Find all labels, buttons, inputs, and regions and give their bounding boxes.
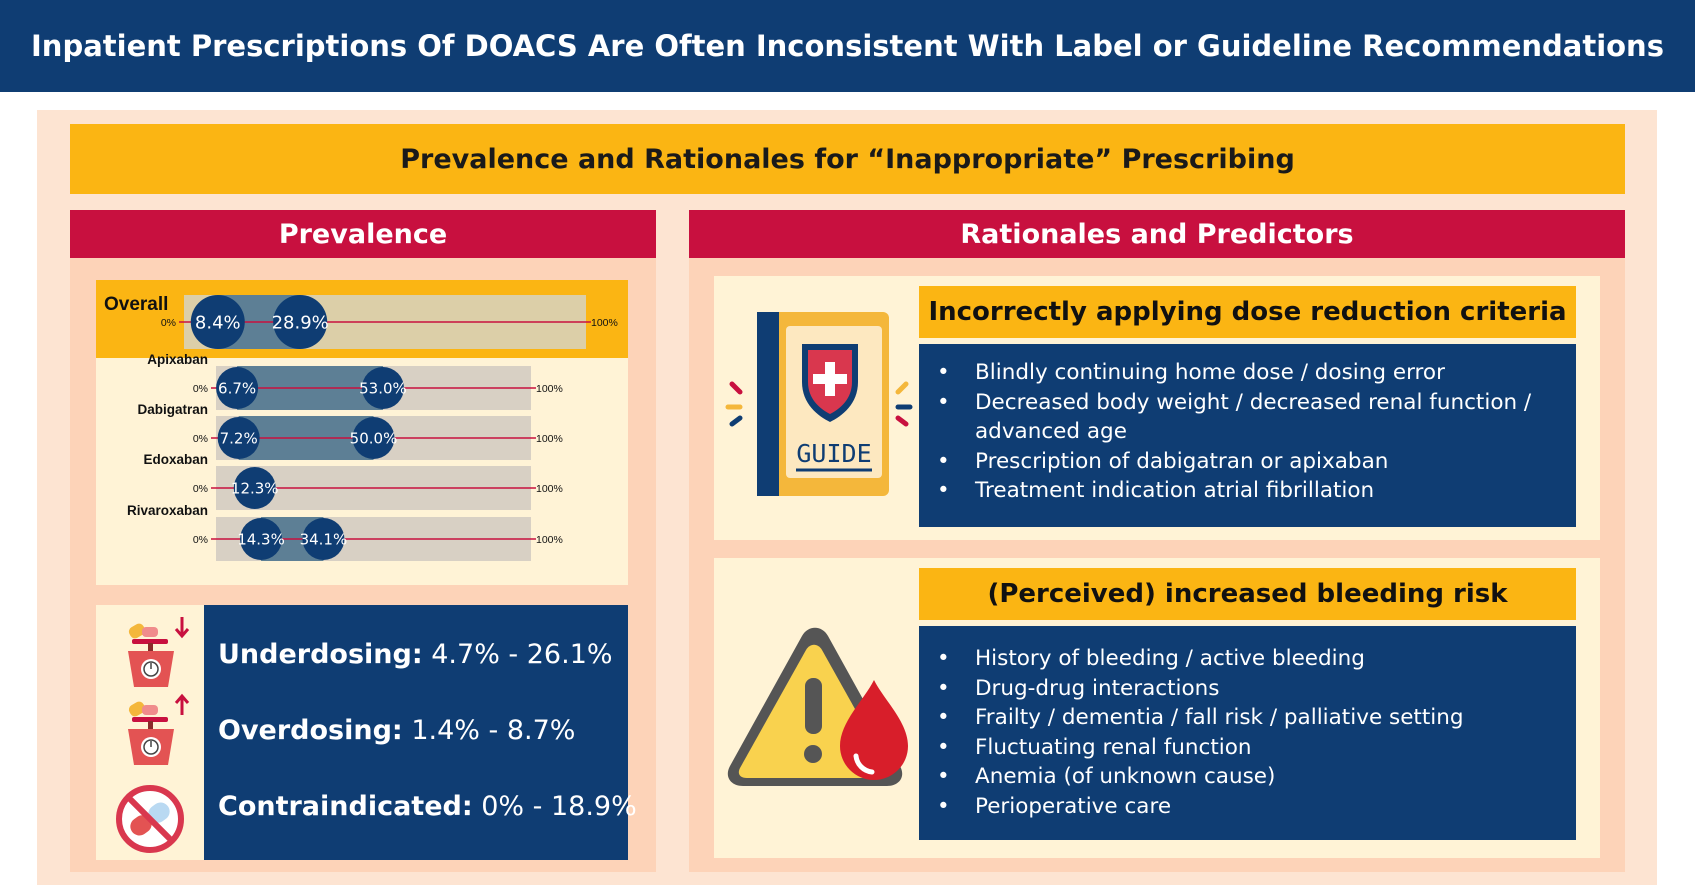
contraindicated-value: 0% - 18.9% [481,791,637,822]
list-item: Perioperative care [937,792,1556,822]
underdosing-line: Underdosing: 4.7% - 26.1% [218,639,613,670]
contraindicated-line: Contraindicated: 0% - 18.9% [218,791,637,822]
bleeding-risk-list: History of bleeding / active bleeding Dr… [919,626,1576,840]
list-item: History of bleeding / active bleeding [937,644,1556,674]
dose-reduction-title: Incorrectly applying dose reduction crit… [919,286,1576,338]
marker-low-label-overall: 8.4% [195,312,241,333]
prevalence-heading: Prevalence [70,210,656,258]
dosing-text-box: Underdosing: 4.7% - 26.1% Overdosing: 1.… [204,605,637,860]
no-pill-icon [116,785,184,853]
axis-max-label-dabigatran: 100% [536,433,563,445]
marker-low-label-apixaban: 6.7% [218,379,256,397]
dose-reduction-title-text: Incorrectly applying dose reduction crit… [928,297,1567,327]
series-label-edoxaban: Edoxaban [143,452,208,467]
marker-high-overall [273,295,328,349]
axis-max-label-apixaban: 100% [536,383,563,395]
axis-max-label-edoxaban: 100% [536,483,563,495]
page-title-banner: Inpatient Prescriptions Of DOACS Are Oft… [0,0,1695,92]
scale-up-icon [128,693,190,765]
list-item: Treatment indication atrial fibrillation [937,476,1556,506]
axis-max-label-overall: 100% [591,317,618,329]
marker-high-label-apixaban: 53.0% [359,379,407,397]
section-subtitle: Prevalence and Rationales for “Inappropr… [400,143,1295,175]
marker-low-label-edoxaban: 12.3% [231,479,279,497]
marker-high-apixaban [361,367,404,409]
scale-down-icon [128,617,190,687]
overdosing-line: Overdosing: 1.4% - 8.7% [218,715,575,746]
guide-book-icon: GUIDE [725,312,913,496]
rationales-heading: Rationales and Predictors [689,210,1625,258]
axis-min-label-dabigatran: 0% [193,433,208,445]
marker-high-label-rivaroxaban: 34.1% [300,530,348,548]
series-label-apixaban: Apixaban [147,352,208,367]
axis-min-label-overall: 0% [161,317,176,329]
warning-blood-drop-icon [727,627,908,786]
series-label-rivaroxaban: Rivaroxaban [127,503,208,518]
list-item: Anemia (of unknown cause) [937,762,1556,792]
marker-high-label-dabigatran: 50.0% [350,429,398,447]
guide-label: GUIDE [796,439,871,468]
dose-reduction-list: Blindly continuing home dose / dosing er… [919,344,1576,527]
axis-max-label-rivaroxaban: 100% [536,534,563,546]
overdosing-value: 1.4% - 8.7% [411,715,576,746]
dosing-summary: Underdosing: 4.7% - 26.1% Overdosing: 1.… [96,605,637,860]
list-item: Drug-drug interactions [937,674,1556,704]
list-item: Prescription of dabigatran or apixaban [937,447,1556,477]
bleeding-risk-card: (Perceived) increased bleeding risk Hist… [714,558,1600,858]
axis-min-label-apixaban: 0% [193,383,208,395]
list-item: Frailty / dementia / fall risk / palliat… [937,703,1556,733]
prevalence-title: Prevalence [278,218,448,250]
contraindicated-label: Contraindicated: [218,791,473,822]
series-label-overall: Overall [104,294,168,315]
list-item: Decreased body weight / decreased renal … [937,388,1556,447]
marker-low-dabigatran [217,417,260,459]
marker-high-label-overall: 28.9% [272,312,329,333]
rationales-title: Rationales and Predictors [960,218,1354,250]
page-title: Inpatient Prescriptions Of DOACS Are Oft… [31,29,1664,63]
underdosing-value: 4.7% - 26.1% [431,639,613,670]
marker-low-label-rivaroxaban: 14.3% [237,530,285,548]
dosing-icons [96,605,204,860]
marker-low-rivaroxaban [240,518,283,560]
marker-low-apixaban [216,367,259,409]
series-label-dabigatran: Dabigatran [137,402,208,417]
marker-low-edoxaban [233,467,276,509]
overdosing-label: Overdosing: [218,715,403,746]
marker-high-rivaroxaban [302,518,345,560]
underdosing-label: Underdosing: [218,639,423,670]
dosing-icon-strip [116,617,190,853]
list-item: Blindly continuing home dose / dosing er… [937,358,1556,388]
bleeding-risk-title: (Perceived) increased bleeding risk [919,568,1576,620]
axis-min-label-edoxaban: 0% [193,483,208,495]
list-item: Fluctuating renal function [937,733,1556,763]
bleeding-risk-title-text: (Perceived) increased bleeding risk [987,579,1508,609]
prevalence-range-chart: Overall 0% 100% 8.4% 28.9% Apixaban 0% 100% 6.7%… [104,294,618,561]
axis-min-label-rivaroxaban: 0% [193,534,208,546]
dose-reduction-card: GUIDE Incorrectly applying dose reductio… [714,276,1600,540]
marker-high-dabigatran [352,417,395,459]
section-subtitle-banner: Prevalence and Rationales for “Inappropr… [70,124,1625,194]
marker-low-label-dabigatran: 7.2% [220,429,258,447]
marker-low-overall [190,295,245,349]
